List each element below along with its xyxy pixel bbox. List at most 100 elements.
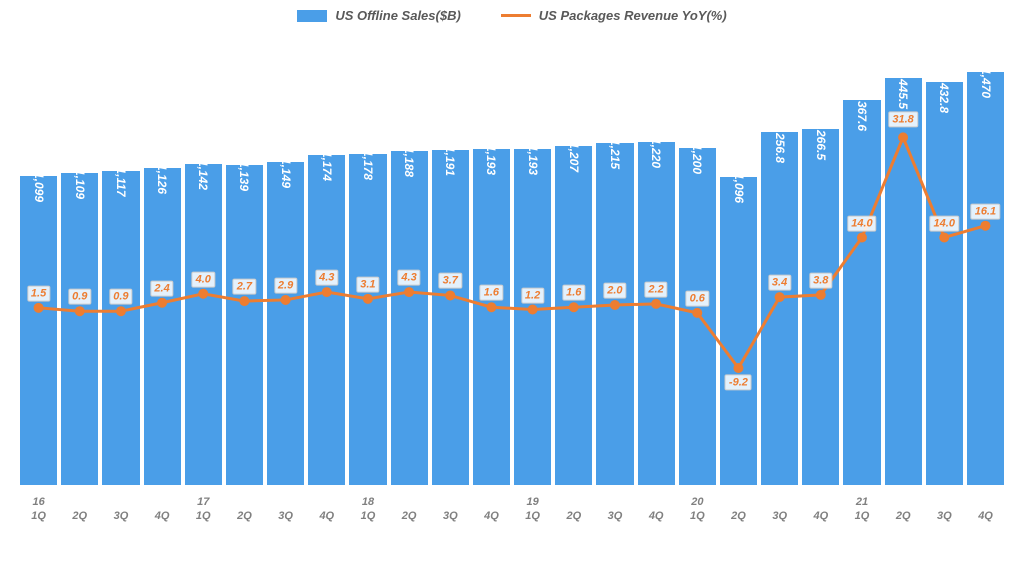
x-axis-label: 2Q: [885, 495, 922, 524]
x-axis-year: [885, 495, 922, 509]
bar: 1,099: [20, 176, 57, 485]
legend: US Offline Sales($B) US Packages Revenue…: [0, 8, 1024, 23]
x-axis-label: 2Q: [391, 495, 428, 524]
x-axis-quarter: 2Q: [555, 509, 592, 523]
bar-value-label: 1,174: [320, 151, 334, 181]
x-axis-year: [802, 495, 839, 509]
x-axis-label: 211Q: [843, 495, 880, 524]
line-value-label: -9.2: [725, 374, 752, 390]
x-axis-label: 3Q: [926, 495, 963, 524]
x-axis: 161Q 2Q 3Q 4Q171Q 2Q 3Q 4Q181Q 2Q 3Q 4Q1…: [20, 495, 1004, 524]
bar: 1,126: [144, 168, 181, 485]
x-axis-label: 161Q: [20, 495, 57, 524]
bar-value-label: 1,126: [155, 164, 169, 194]
bar-value-label: 1,432.8: [937, 73, 951, 113]
x-axis-quarter: 3Q: [267, 509, 304, 523]
x-axis-year: [926, 495, 963, 509]
bar-value-label: 1,445.5: [896, 69, 910, 109]
x-axis-label: 3Q: [432, 495, 469, 524]
x-axis-quarter: 1Q: [679, 509, 716, 523]
bar: 1,200: [679, 148, 716, 486]
x-axis-label: 3Q: [596, 495, 633, 524]
bar: 1,139: [226, 165, 263, 485]
bar: 1,220: [638, 142, 675, 485]
x-axis-quarter: 3Q: [761, 509, 798, 523]
bar: 1,193: [473, 149, 510, 485]
x-axis-label: 2Q: [555, 495, 592, 524]
x-axis-year: 19: [514, 495, 551, 509]
bar-value-label: 1,142: [196, 160, 210, 190]
line-value-label: 2.7: [233, 279, 256, 295]
line-value-label: 0.9: [68, 289, 91, 305]
x-axis-year: [555, 495, 592, 509]
line-value-label: 1.6: [562, 285, 585, 301]
bar-value-label: 1,117: [114, 167, 128, 196]
x-axis-quarter: 1Q: [514, 509, 551, 523]
x-axis-quarter: 1Q: [20, 509, 57, 523]
bar-value-label: 1,207: [567, 142, 581, 172]
bar: 1,193: [514, 149, 551, 485]
bar-value-label: 1,266.5: [814, 120, 828, 160]
x-axis-quarter: 4Q: [802, 509, 839, 523]
legend-item-bars: US Offline Sales($B): [297, 8, 460, 23]
bar: 1,191: [432, 150, 469, 485]
x-axis-label: 4Q: [308, 495, 345, 524]
x-axis-quarter: 1Q: [185, 509, 222, 523]
x-axis-year: [102, 495, 139, 509]
x-axis-year: [267, 495, 304, 509]
bar: 1,188: [391, 151, 428, 485]
x-axis-label: 4Q: [638, 495, 675, 524]
x-axis-year: 21: [843, 495, 880, 509]
x-axis-year: 17: [185, 495, 222, 509]
bar-value-label: 1,149: [279, 158, 293, 188]
bar: 1,470: [967, 72, 1004, 485]
x-axis-year: [596, 495, 633, 509]
line-value-label: 4.0: [192, 271, 215, 287]
x-axis-year: [226, 495, 263, 509]
bar-value-label: 1,096: [732, 173, 746, 203]
bar-value-label: 1,200: [690, 143, 704, 173]
x-axis-quarter: 2Q: [61, 509, 98, 523]
bar-value-label: 1,256.8: [773, 123, 787, 163]
x-axis-year: [144, 495, 181, 509]
x-axis-label: 3Q: [761, 495, 798, 524]
x-axis-year: 16: [20, 495, 57, 509]
line-value-label: 31.8: [888, 112, 917, 128]
plot-area: 1,0991,1091,1171,1261,1421,1391,1491,174…: [20, 35, 1004, 485]
legend-label-line: US Packages Revenue YoY(%): [539, 8, 727, 23]
x-axis-quarter: 2Q: [391, 509, 428, 523]
line-value-label: 3.1: [356, 276, 379, 292]
legend-swatch-bars: [297, 10, 327, 22]
x-axis-label: 2Q: [226, 495, 263, 524]
bar-value-label: 1,139: [237, 161, 251, 191]
bar: 1,149: [267, 162, 304, 485]
bar-value-label: 1,191: [443, 146, 457, 176]
bar: 1,445.5: [885, 78, 922, 485]
x-axis-label: 4Q: [802, 495, 839, 524]
bar: 1,367.6: [843, 100, 880, 485]
line-value-label: 0.9: [109, 289, 132, 305]
bar: 1,117: [102, 171, 139, 485]
line-value-label: 1.5: [27, 285, 50, 301]
x-axis-year: [473, 495, 510, 509]
bar-value-label: 1,099: [32, 172, 46, 202]
bar-value-label: 1,215: [608, 139, 622, 169]
line-value-label: 1.2: [521, 287, 544, 303]
x-axis-label: 201Q: [679, 495, 716, 524]
x-axis-quarter: 2Q: [226, 509, 263, 523]
x-axis-year: 20: [679, 495, 716, 509]
bar: 1,096: [720, 177, 757, 485]
x-axis-year: [61, 495, 98, 509]
x-axis-label: 181Q: [349, 495, 386, 524]
x-axis-quarter: 2Q: [885, 509, 922, 523]
x-axis-year: [432, 495, 469, 509]
line-value-label: 2.9: [274, 278, 297, 294]
bar-value-label: 1,220: [649, 138, 663, 168]
line-value-label: 3.4: [768, 275, 791, 291]
line-value-label: 2.2: [644, 281, 667, 297]
x-axis-year: [308, 495, 345, 509]
line-value-label: 2.4: [150, 280, 173, 296]
bars-group: 1,0991,1091,1171,1261,1421,1391,1491,174…: [20, 35, 1004, 485]
line-value-label: 2.0: [603, 283, 626, 299]
line-value-label: 4.3: [315, 270, 338, 286]
